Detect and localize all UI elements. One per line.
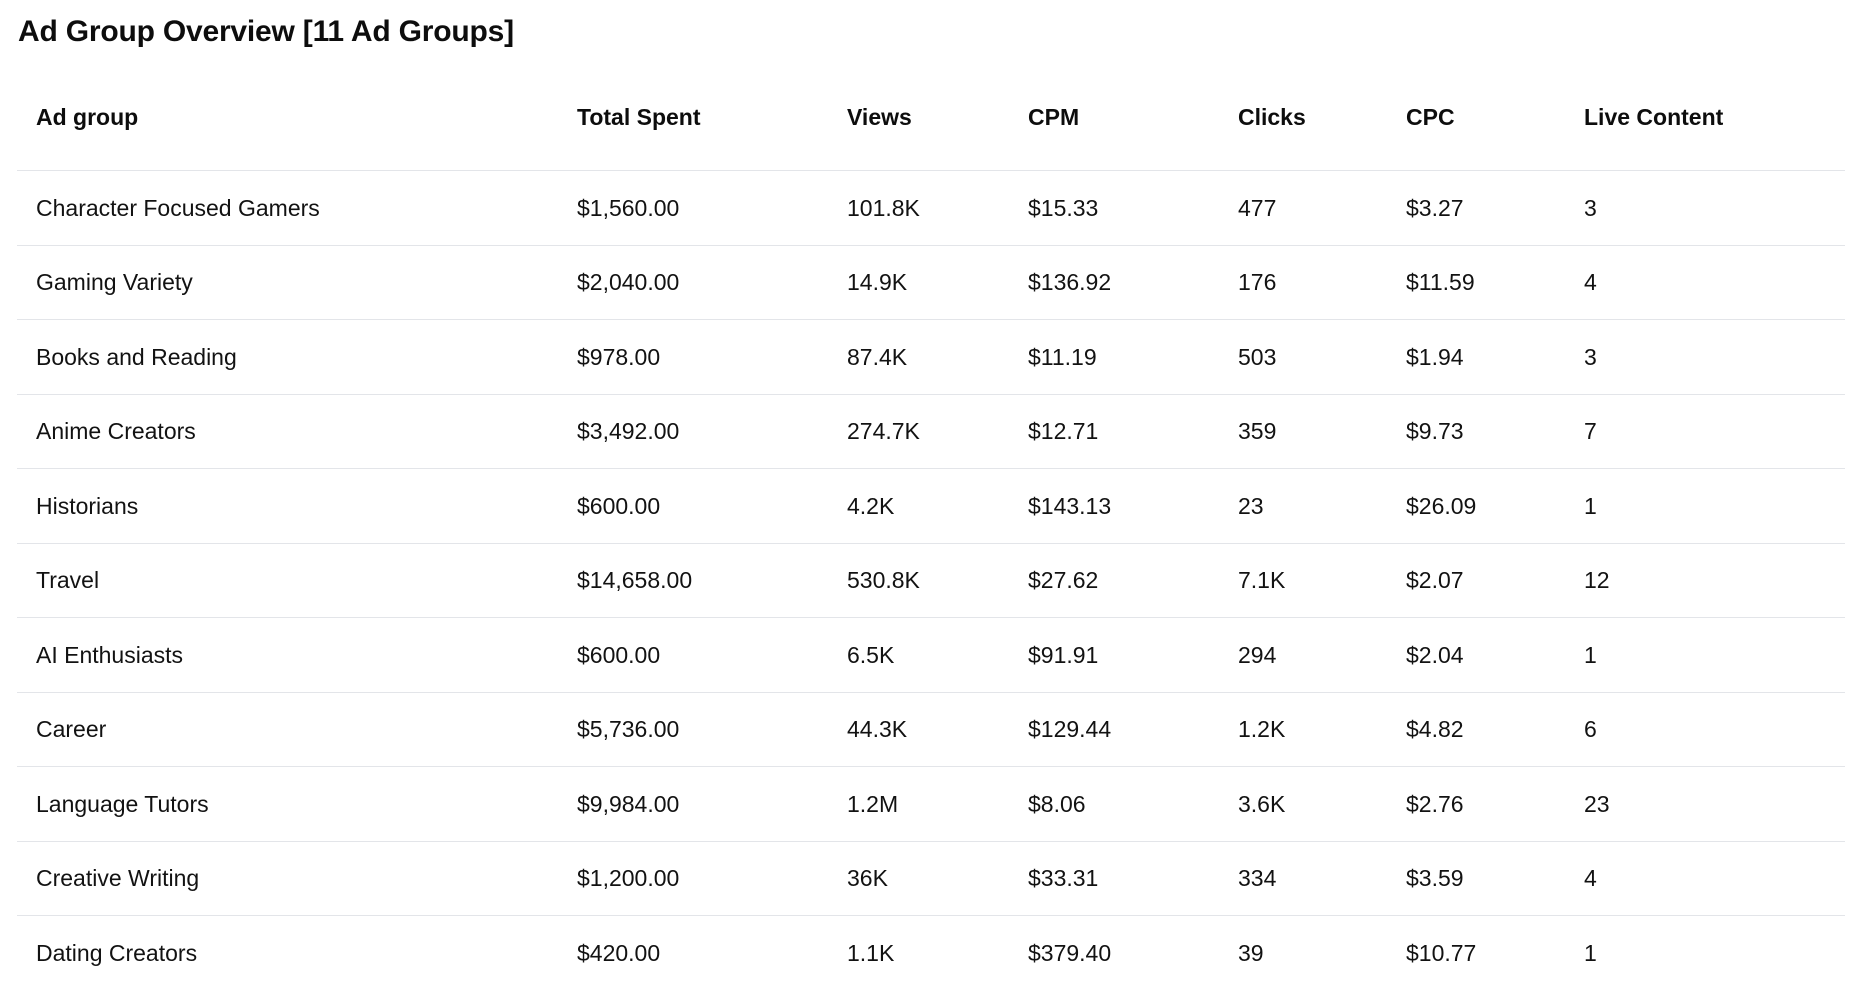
cell-cpc: $11.59 <box>1406 269 1475 296</box>
cell-views: 274.7K <box>847 418 920 445</box>
cell-views: 1.2M <box>847 790 899 817</box>
cell-cpm: $129.44 <box>1028 716 1112 743</box>
cell-live-content: 3 <box>1584 343 1597 370</box>
cell-live-content: 4 <box>1584 269 1597 296</box>
table-body: Character Focused Gamers $1,560.00 101.8K $… <box>17 171 1845 991</box>
cell-cpm: $91.91 <box>1028 641 1099 668</box>
cell-ad-group[interactable]: Books and Reading <box>36 343 237 370</box>
table-row: Dating Creators $420.00 1.1K $379.40 39 $10.7… <box>17 916 1845 991</box>
column-header-clicks: Clicks <box>1238 104 1306 130</box>
cell-ad-group[interactable]: Historians <box>36 492 139 519</box>
cell-clicks: 334 <box>1238 865 1277 892</box>
cell-views: 530.8K <box>847 567 920 594</box>
cell-live-content: 7 <box>1584 418 1597 445</box>
cell-clicks: 294 <box>1238 641 1277 668</box>
cell-ad-group[interactable]: Anime Creators <box>36 418 196 445</box>
cell-live-content: 12 <box>1584 567 1610 594</box>
cell-views: 14.9K <box>847 269 908 296</box>
cell-ad-group[interactable]: Dating Creators <box>36 940 198 967</box>
cell-ad-group[interactable]: Character Focused Gamers <box>36 194 320 221</box>
cell-clicks: 503 <box>1238 343 1277 370</box>
table-row: Character Focused Gamers $1,560.00 101.8K $… <box>17 171 1845 246</box>
cell-live-content: 3 <box>1584 194 1597 221</box>
table-row: Travel $14,658.00 530.8K $27.62 7.1K $2.07 12 <box>17 544 1845 618</box>
cell-ad-group[interactable]: Creative Writing <box>36 865 200 892</box>
cell-live-content: 6 <box>1584 716 1597 743</box>
cell-cpm: $33.31 <box>1028 865 1099 892</box>
page-title: Ad Group Overview [11 Ad Groups] <box>18 15 514 48</box>
table-row: Career $5,736.00 44.3K $129.44 1.2K $4.82 6 <box>17 693 1845 767</box>
table-row: Language Tutors $9,984.00 1.2M $8.06 3.6K $2.… <box>17 767 1845 842</box>
cell-cpc: $2.04 <box>1406 641 1464 668</box>
cell-total-spent: $2,040.00 <box>577 269 680 296</box>
cell-views: 87.4K <box>847 343 908 370</box>
cell-total-spent: $9,984.00 <box>577 790 680 817</box>
cell-cpm: $12.71 <box>1028 418 1099 445</box>
cell-clicks: 359 <box>1238 418 1277 445</box>
cell-cpc: $3.27 <box>1406 194 1464 221</box>
cell-clicks: 1.2K <box>1238 716 1286 743</box>
cell-views: 1.1K <box>847 940 895 967</box>
column-header-views: Views <box>847 104 912 130</box>
cell-total-spent: $14,658.00 <box>577 567 693 594</box>
cell-clicks: 3.6K <box>1238 790 1286 817</box>
cell-ad-group[interactable]: Travel <box>36 567 100 594</box>
cell-total-spent: $5,736.00 <box>577 716 680 743</box>
cell-ad-group[interactable]: Language Tutors <box>36 790 209 817</box>
table-header-row: Ad group Total Spent Views CPM Clicks CP… <box>17 52 1845 171</box>
cell-cpm: $15.33 <box>1028 194 1099 221</box>
column-header-total-spent: Total Spent <box>577 104 701 130</box>
table-row: AI Enthusiasts $600.00 6.5K $91.91 294 $2.04 1 <box>17 618 1845 693</box>
table-row: Creative Writing $1,200.00 36K $33.31 334 $3.… <box>17 842 1845 916</box>
cell-cpc: $2.07 <box>1406 567 1464 594</box>
cell-cpm: $136.92 <box>1028 269 1112 296</box>
cell-clicks: 7.1K <box>1238 567 1286 594</box>
cell-total-spent: $420.00 <box>577 940 661 967</box>
cell-total-spent: $978.00 <box>577 343 661 370</box>
cell-cpc: $3.59 <box>1406 865 1464 892</box>
cell-cpc: $2.76 <box>1406 790 1464 817</box>
cell-live-content: 4 <box>1584 865 1597 892</box>
column-header-live-content: Live Content <box>1584 104 1724 130</box>
cell-views: 101.8K <box>847 194 920 221</box>
cell-total-spent: $600.00 <box>577 641 661 668</box>
cell-clicks: 477 <box>1238 194 1277 221</box>
cell-cpm: $379.40 <box>1028 940 1112 967</box>
column-header-cpc: CPC <box>1406 104 1455 130</box>
cell-clicks: 39 <box>1238 940 1264 967</box>
cell-ad-group[interactable]: Gaming Variety <box>36 269 193 296</box>
cell-live-content: 23 <box>1584 790 1610 817</box>
ad-group-overview-table: Ad group Total Spent Views CPM Clicks CP… <box>17 52 1845 991</box>
cell-cpc: $9.73 <box>1406 418 1464 445</box>
column-header-ad-group: Ad group <box>36 104 139 130</box>
cell-total-spent: $1,200.00 <box>577 865 680 892</box>
cell-cpc: $10.77 <box>1406 940 1477 967</box>
cell-cpm: $11.19 <box>1028 343 1097 370</box>
cell-total-spent: $600.00 <box>577 492 661 519</box>
table-row: Historians $600.00 4.2K $143.13 23 $26.09 1 <box>17 469 1845 544</box>
cell-total-spent: $1,560.00 <box>577 194 680 221</box>
column-header-cpm: CPM <box>1028 104 1080 130</box>
cell-clicks: 23 <box>1238 492 1264 519</box>
cell-views: 36K <box>847 865 888 892</box>
cell-total-spent: $3,492.00 <box>577 418 680 445</box>
cell-live-content: 1 <box>1584 641 1597 668</box>
cell-cpm: $8.06 <box>1028 790 1086 817</box>
cell-ad-group[interactable]: Career <box>36 716 107 743</box>
cell-cpc: $1.94 <box>1406 343 1464 370</box>
cell-live-content: 1 <box>1584 940 1597 967</box>
table-row: Anime Creators $3,492.00 274.7K $12.71 359 $9… <box>17 395 1845 469</box>
cell-live-content: 1 <box>1584 492 1597 519</box>
cell-cpc: $4.82 <box>1406 716 1464 743</box>
cell-cpm: $143.13 <box>1028 492 1112 519</box>
cell-views: 6.5K <box>847 641 895 668</box>
table-row: Gaming Variety $2,040.00 14.9K $136.92 176 $1… <box>17 246 1845 320</box>
cell-cpc: $26.09 <box>1406 492 1477 519</box>
cell-ad-group[interactable]: AI Enthusiasts <box>36 641 184 668</box>
cell-views: 44.3K <box>847 716 908 743</box>
cell-cpm: $27.62 <box>1028 567 1099 594</box>
cell-views: 4.2K <box>847 492 895 519</box>
table-row: Books and Reading $978.00 87.4K $11.19 503 $1… <box>17 320 1845 395</box>
cell-clicks: 176 <box>1238 269 1277 296</box>
